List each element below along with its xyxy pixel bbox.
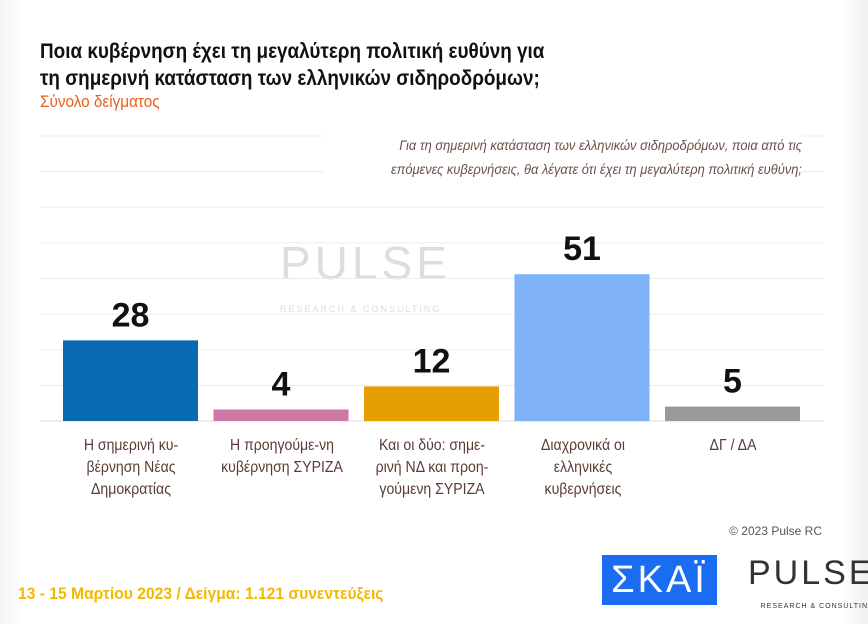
question-line-2: επόμενες κυβερνήσεις, θα λέγατε ότι έχει… bbox=[391, 161, 802, 177]
category-label: ΔΓ / ΔΑ bbox=[709, 437, 757, 454]
bar bbox=[63, 340, 198, 421]
category-label: Διαχρονικά οι ελληνικές κυβερνήσεις bbox=[540, 437, 625, 498]
chart-subtitle: Σύνολο δείγματος bbox=[40, 92, 160, 111]
data-label: 12 bbox=[413, 342, 451, 380]
bar bbox=[364, 386, 499, 421]
footer-fieldwork: 13 - 15 Μαρτίου 2023 / Δείγμα: 1.121 συν… bbox=[18, 584, 384, 603]
question-line-1: Για τη σημερινή κατάσταση των ελληνικών … bbox=[399, 137, 802, 153]
title-line-1: Ποια κυβέρνηση έχει τη μεγαλύτερη πολιτι… bbox=[40, 40, 545, 63]
question-text: Για τη σημερινή κατάσταση των ελληνικών … bbox=[323, 133, 802, 181]
category-label: Και οι δύο: σημε-ρινή ΝΔ και προη-γούμεν… bbox=[375, 437, 489, 498]
category-label: Η προηγούμε-νη κυβέρνηση ΣΥΡΙΖΑ bbox=[220, 437, 343, 476]
skai-logo: ΣΚΑΪ bbox=[602, 555, 717, 605]
data-label: 4 bbox=[272, 365, 291, 403]
bar bbox=[665, 406, 800, 421]
data-label: 5 bbox=[723, 363, 742, 401]
data-label: 28 bbox=[112, 296, 150, 334]
title-line-2: τη σημερινή κατάσταση των ελληνικών σιδη… bbox=[40, 67, 540, 90]
chart-title: Ποια κυβέρνηση έχει τη μεγαλύτερη πολιτι… bbox=[40, 38, 544, 92]
pulse-logo: PULSE RESEARCH & CONSULTING bbox=[748, 554, 868, 610]
data-label: 51 bbox=[563, 230, 601, 268]
bar bbox=[514, 274, 650, 421]
copyright: © 2023 Pulse RC bbox=[729, 524, 822, 538]
bar bbox=[213, 409, 349, 421]
category-label: Η σημερινή κυ-βέρνηση Νέας Δημοκρατίας bbox=[83, 437, 179, 498]
